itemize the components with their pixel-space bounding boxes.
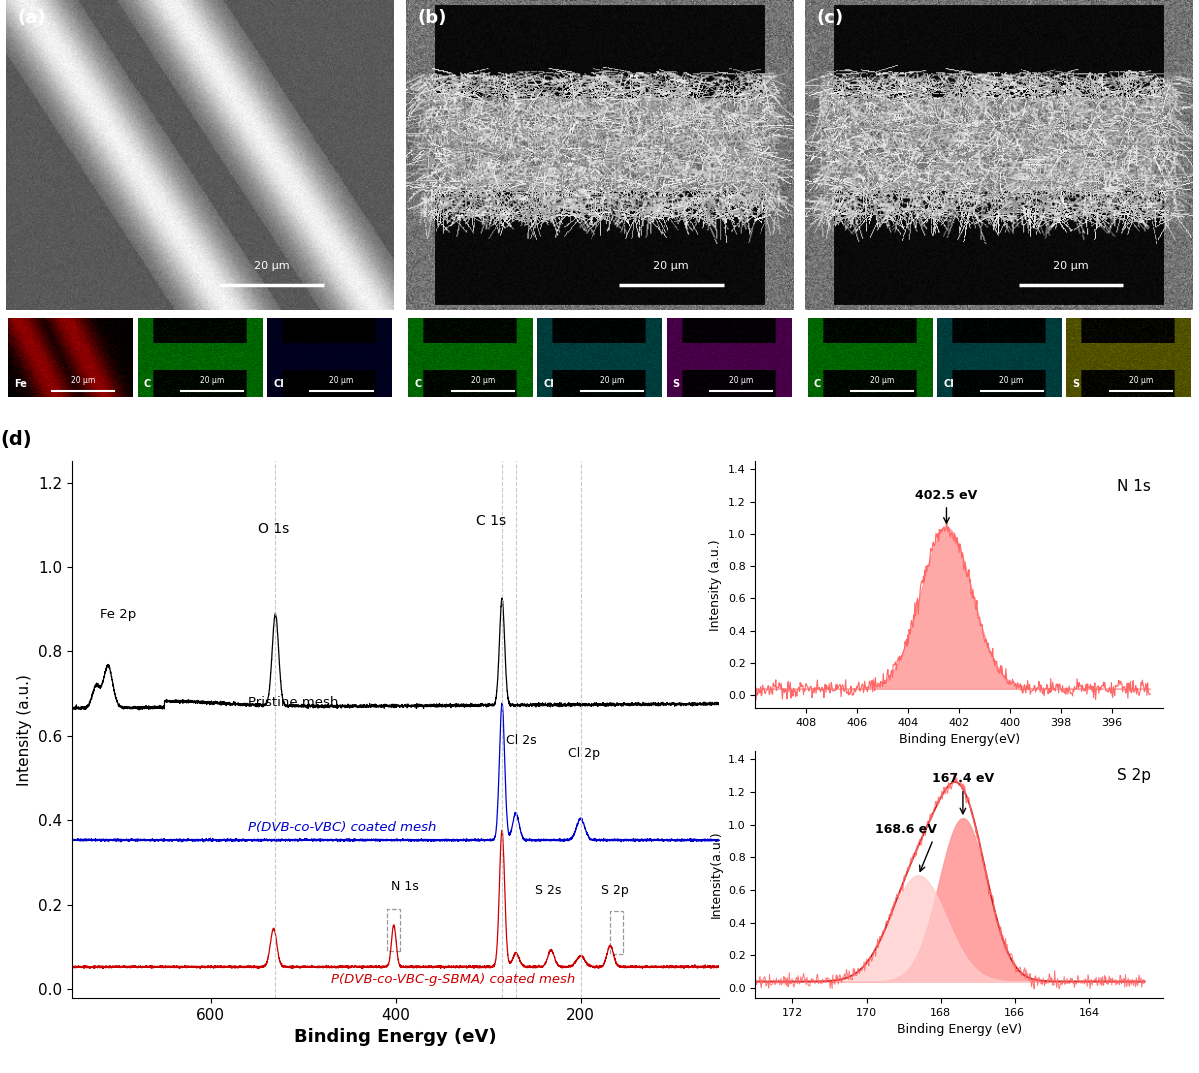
Text: 20 μm: 20 μm <box>870 376 894 385</box>
Text: S: S <box>673 379 680 389</box>
Y-axis label: Intensity(a.u.): Intensity(a.u.) <box>710 831 722 918</box>
Text: N 1s: N 1s <box>1117 479 1151 494</box>
Text: 20 μm: 20 μm <box>470 376 495 385</box>
Text: S: S <box>1072 379 1079 389</box>
Text: C: C <box>415 379 422 389</box>
X-axis label: Binding Energy(eV): Binding Energy(eV) <box>898 734 1020 747</box>
Text: 168.6 eV: 168.6 eV <box>875 823 936 836</box>
Text: 20 μm: 20 μm <box>1000 376 1024 385</box>
Text: Cl: Cl <box>543 379 554 389</box>
Text: (c): (c) <box>817 10 844 27</box>
Bar <box>610 911 623 954</box>
Text: Fe: Fe <box>14 379 28 389</box>
Text: S 2p: S 2p <box>1116 768 1151 783</box>
Text: Pristine mesh: Pristine mesh <box>248 696 338 709</box>
Text: 20 μm: 20 μm <box>200 376 224 385</box>
Text: C: C <box>814 379 821 389</box>
Text: O 1s: O 1s <box>258 523 289 536</box>
Text: Fe 2p: Fe 2p <box>100 607 135 620</box>
Text: 20 μm: 20 μm <box>1128 376 1153 385</box>
Text: S 2p: S 2p <box>601 884 628 897</box>
Text: Cl: Cl <box>273 379 284 389</box>
Text: 20 μm: 20 μm <box>1053 262 1089 271</box>
Y-axis label: Intensity (a.u.): Intensity (a.u.) <box>18 674 32 785</box>
Text: (b): (b) <box>417 10 447 27</box>
Text: S 2s: S 2s <box>535 884 561 897</box>
X-axis label: Binding Energy (eV): Binding Energy (eV) <box>295 1028 496 1046</box>
Text: Cl: Cl <box>944 379 954 389</box>
Text: Cl 2p: Cl 2p <box>568 747 601 760</box>
Text: 20 μm: 20 μm <box>71 376 95 385</box>
Bar <box>387 909 400 952</box>
Text: 402.5 eV: 402.5 eV <box>915 488 977 502</box>
Text: (d): (d) <box>1 430 32 450</box>
Text: (a): (a) <box>18 10 46 27</box>
Text: P(DVB-co-VBC-g-SBMA) coated mesh: P(DVB-co-VBC-g-SBMA) coated mesh <box>331 973 576 986</box>
Text: Cl 2s: Cl 2s <box>506 734 537 748</box>
Text: 20 μm: 20 μm <box>729 376 753 385</box>
Text: 20 μm: 20 μm <box>254 262 289 271</box>
X-axis label: Binding Energy (eV): Binding Energy (eV) <box>897 1024 1022 1037</box>
Text: P(DVB-co-VBC) coated mesh: P(DVB-co-VBC) coated mesh <box>248 821 436 834</box>
Text: C: C <box>144 379 151 389</box>
Text: 20 μm: 20 μm <box>600 376 623 385</box>
Text: N 1s: N 1s <box>391 880 418 893</box>
Text: 20 μm: 20 μm <box>330 376 354 385</box>
Text: 167.4 eV: 167.4 eV <box>932 773 994 785</box>
Y-axis label: Intensity (a.u.): Intensity (a.u.) <box>710 539 722 631</box>
Text: 20 μm: 20 μm <box>653 262 689 271</box>
Text: C 1s: C 1s <box>476 514 506 528</box>
